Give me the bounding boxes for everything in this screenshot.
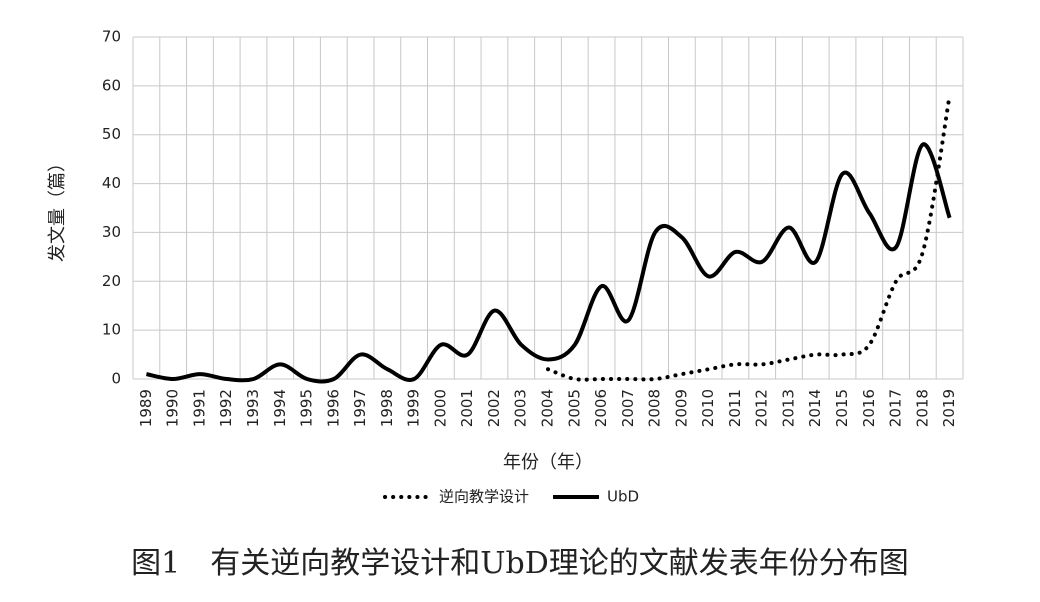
line-series [546,93,952,382]
x-tick-label: 2019 [940,389,958,427]
x-tick-label: 1999 [405,389,423,427]
caption: 图1 有关逆向教学设计和UbD理论的文献发表年份分布图 [131,546,909,581]
x-tick-label: 1995 [298,389,316,427]
y-tick-label: 50 [102,125,121,143]
x-tick-label: 2000 [431,389,449,427]
x-tick-label: 1996 [324,389,342,427]
x-tick-label: 1998 [378,389,396,427]
x-tick-label: 2006 [592,389,610,427]
x-tick-label: 2002 [485,389,503,427]
x-tick-label: 2013 [779,389,797,427]
x-tick-label: 2001 [458,389,476,427]
x-tick-label: 2003 [512,389,530,427]
y-tick-label: 60 [102,76,121,94]
y-tick-label: 20 [102,272,121,290]
legend-label: 逆向教学设计 [439,488,529,506]
y-tick-label: 0 [111,370,121,388]
x-tick-label: 1992 [217,389,235,427]
x-tick-label: 1990 [164,389,182,427]
x-tick-label: 2004 [539,389,557,427]
x-tick-label: 2012 [753,389,771,427]
x-tick-label: 2015 [833,389,851,427]
x-tick-label: 2007 [619,389,637,427]
x-tick-label: 1993 [244,389,262,427]
x-tick-label: 2010 [699,389,717,427]
x-tick-label: 1991 [190,389,208,427]
x-tick-label: 2016 [860,389,878,427]
y-tick-label: 40 [102,174,121,192]
x-tick-label: 2009 [672,389,690,427]
legend-label: UbD [607,488,639,506]
y-tick-label: 10 [102,321,121,339]
x-tick-label: 2014 [806,389,824,427]
x-tick-label: 2017 [887,389,905,427]
x-tick-label: 1989 [137,389,155,427]
x-tick-label: 1994 [271,389,289,427]
x-tick-label: 2011 [726,389,744,427]
line-series [145,142,952,384]
y-axis-label: 发文量（篇） [47,154,68,262]
x-tick-label: 2018 [913,389,931,427]
y-tick-label: 70 [102,28,121,46]
x-tick-label: 1997 [351,389,369,427]
y-tick-label: 30 [102,223,121,241]
x-axis-label: 年份（年） [503,452,593,473]
x-tick-label: 2005 [565,389,583,427]
x-tick-label: 2008 [646,389,664,427]
